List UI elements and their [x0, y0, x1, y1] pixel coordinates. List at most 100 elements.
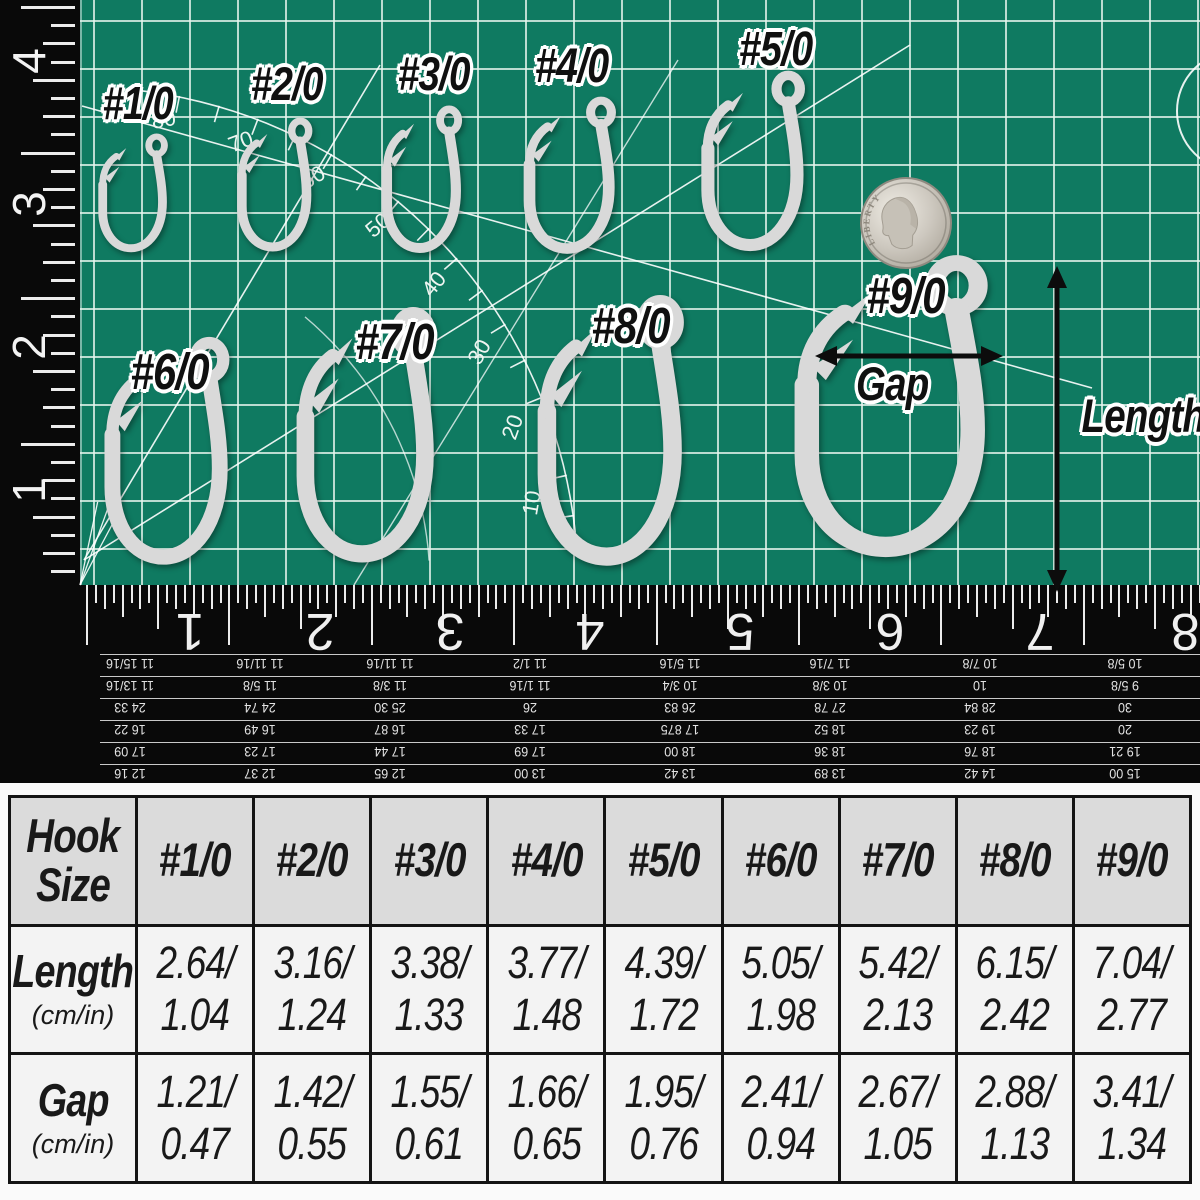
- spec-value-cm: 7.04/: [1084, 937, 1179, 989]
- spec-value-cell-length-4: 3.77/1.48: [489, 926, 604, 1053]
- ruler-tick: [33, 78, 75, 82]
- gap-label: Gap: [855, 357, 929, 410]
- fishing-hook-80: [537, 295, 684, 566]
- spec-value-in-text: 1.48: [512, 989, 581, 1041]
- ruler-tick: [21, 151, 75, 155]
- spec-value-in: 2.13: [856, 989, 940, 1041]
- ruler-tick: [806, 585, 809, 603]
- spec-value-cm-text: 1.55/: [390, 1065, 469, 1117]
- size-header-cell-3: #3/0: [372, 798, 487, 924]
- row-label-cell-length: Length (cm/in): [11, 926, 135, 1053]
- size-header-text: #8/0: [971, 836, 1058, 885]
- ruler-tick: [272, 585, 275, 603]
- ruler-tick: [51, 206, 75, 210]
- size-header-text: #2/0: [268, 836, 355, 885]
- spec-value-cm-text: 2.64/: [156, 937, 235, 989]
- ruler-tick: [219, 585, 222, 603]
- size-header-value: #1/0: [159, 833, 232, 887]
- ruler-tick: [228, 585, 231, 645]
- ruler-tick: [824, 585, 827, 603]
- ruler-tick: [139, 585, 142, 609]
- spec-value-in-text: 0.61: [394, 1118, 464, 1170]
- ruler-tick: [326, 585, 329, 603]
- spec-value-cm-text: 3.77/: [507, 937, 586, 989]
- row-label-text: Gap: [30, 1077, 116, 1123]
- ruler-tick: [967, 585, 970, 603]
- spec-value-cell-length-2: 3.16/1.24: [255, 926, 370, 1053]
- ruler-tick: [878, 585, 881, 603]
- spec-value-in: 0.76: [622, 1118, 706, 1170]
- row-label-text: Length: [11, 948, 135, 994]
- spec-value-cm: 5.42/: [850, 937, 945, 989]
- spec-value-cm: 2.88/: [967, 1066, 1062, 1118]
- size-header-cell-8: #8/0: [957, 798, 1072, 924]
- ruler-tick: [931, 585, 934, 603]
- spec-value-cm-text: 5.05/: [741, 937, 821, 989]
- ruler-tick: [753, 585, 756, 603]
- spec-value-cm: 4.39/: [616, 937, 711, 989]
- hook-size-label-70: #7/0: [347, 316, 442, 367]
- size-header-value: #7/0: [861, 833, 935, 887]
- ruler-tick: [815, 585, 818, 609]
- ruler-tick: [335, 585, 338, 617]
- ruler-tick: [468, 585, 471, 603]
- ruler-tick: [210, 585, 213, 609]
- ruler-tick: [353, 585, 355, 609]
- size-header-value: #8/0: [978, 833, 1052, 887]
- size-header-value: #2/0: [276, 833, 349, 887]
- ruler-tick: [43, 42, 75, 46]
- ruler-tick: [51, 424, 75, 428]
- ruler-tick: [442, 585, 444, 629]
- ruler-tick: [1171, 585, 1174, 609]
- spec-value-cm-text: 3.16/: [273, 937, 352, 989]
- ruler-tick: [958, 585, 961, 609]
- hook-size-label-50: #5/0: [731, 26, 820, 74]
- ruler-tick: [1020, 585, 1023, 603]
- spec-value-in-text: 2.77: [1097, 989, 1167, 1041]
- ruler-tick: [370, 585, 373, 645]
- ruler-tick: [183, 585, 186, 603]
- ruler-tick: [780, 585, 783, 609]
- ruler-tick: [308, 585, 311, 603]
- hook-size-label-text: #4/0: [535, 40, 609, 93]
- ruler-tick: [43, 333, 75, 337]
- size-header-text: #3/0: [386, 836, 473, 885]
- ruler-tick: [539, 585, 542, 603]
- spec-value-in: 1.98: [739, 989, 823, 1041]
- ruler-tick: [51, 169, 75, 173]
- spec-table-section: Hook Size #1/0 #2/0 #3/0 #4/0 #5/0 #6/0 #7/0 #8/0…: [0, 783, 1200, 1200]
- ruler-tick: [51, 133, 75, 137]
- ruler-tick: [1056, 585, 1059, 603]
- spec-value-in-text: 1.04: [160, 989, 230, 1041]
- hook-size-label-text: #3/0: [397, 47, 471, 100]
- spec-value-cm-text: 1.42/: [273, 1065, 352, 1117]
- ruler-tick: [121, 585, 124, 617]
- ruler-tick: [166, 585, 169, 603]
- ruler-tick: [379, 585, 382, 603]
- spec-value-cell-length-9: 7.04/2.77: [1074, 926, 1189, 1053]
- corner-text: Size: [28, 860, 118, 910]
- spec-value-in-text: 2.13: [863, 989, 932, 1041]
- ruler-tick: [51, 461, 75, 464]
- ruler-tick: [148, 585, 151, 603]
- hook-size-label-90: #9/0: [858, 270, 953, 321]
- ruler-tick: [192, 585, 195, 617]
- hook-size-label-20: #2/0: [243, 60, 330, 107]
- ruler-tick: [255, 585, 258, 603]
- spec-value-in: 0.55: [270, 1118, 354, 1170]
- ruler-tick: [459, 585, 462, 609]
- ruler-tick: [726, 585, 729, 629]
- hook-size-label-text: #7/0: [355, 313, 435, 370]
- spec-value-in: 0.61: [387, 1118, 471, 1170]
- ruler-tick: [717, 585, 720, 603]
- hook-size-label-text: #2/0: [250, 57, 324, 110]
- ruler-tick: [700, 585, 703, 603]
- ruler-tick: [1127, 585, 1130, 603]
- ruler-tick: [361, 585, 364, 603]
- ruler-tick: [922, 585, 925, 609]
- tape-scale-line: [100, 698, 1200, 699]
- ruler-tick: [51, 60, 75, 64]
- corner-text-line: Hook: [26, 808, 120, 862]
- spec-value-cell-length-3: 3.38/1.33: [372, 926, 487, 1053]
- size-header-value: #5/0: [627, 833, 701, 887]
